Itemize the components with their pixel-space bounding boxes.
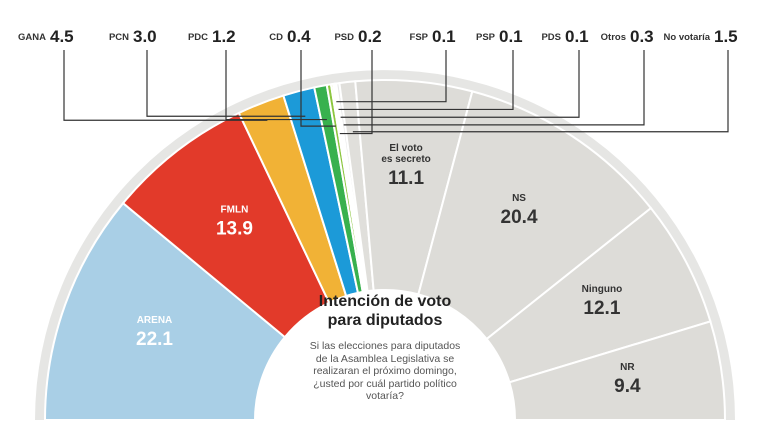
slice-label-value: 11.1 — [388, 168, 424, 189]
survey-question-line-5: votaría? — [366, 390, 404, 402]
legend-name-psp: PSP — [476, 32, 496, 43]
leader-line-cd — [300, 50, 336, 127]
leader-line-psp — [338, 50, 514, 111]
legend-name-no-votaria: No votaría — [664, 32, 711, 43]
legend-name-pdc: PDC — [188, 32, 208, 43]
slice-label-name: El voto — [389, 143, 422, 154]
slice-label-name: es secreto — [381, 154, 430, 165]
leader-line-no-votaria — [352, 50, 729, 133]
leader-lines — [63, 50, 729, 135]
legend-value-gana: 4.5 — [50, 27, 74, 46]
survey-question-line-3: realizaran el próximo domingo, — [313, 365, 457, 377]
survey-question-line-1: Si las elecciones para diputados — [309, 340, 461, 352]
legend-value-psp: 0.1 — [499, 27, 523, 46]
legend-value-pds: 0.1 — [565, 27, 589, 46]
legend-name-otros: Otros — [601, 32, 626, 43]
slice-label-name: Ninguno — [582, 284, 623, 295]
leader-line-otros — [343, 50, 645, 126]
slice-label-value: 9.4 — [614, 376, 641, 397]
chart-title-line-1: Intención de voto — [318, 293, 452, 310]
slice-label-name: FMLN — [221, 205, 249, 216]
leader-line-pcn — [146, 50, 306, 117]
survey-question-line-4: ¿usted por cuál partido político — [313, 377, 457, 390]
legend-name-gana: GANA — [18, 32, 46, 43]
slice-label-value: 13.9 — [216, 219, 253, 240]
legend-value-fsp: 0.1 — [432, 27, 456, 46]
slice-label-value: 20.4 — [501, 207, 538, 228]
chart-title: Intención de voto para diputados — [270, 292, 500, 330]
legend-name-pcn: PCN — [109, 32, 129, 43]
slice-label-value: 12.1 — [583, 298, 620, 319]
slice-label-name: NR — [620, 362, 635, 373]
legend-name-cd: CD — [269, 32, 283, 43]
survey-question-line-2: de la Asamblea Legislativa se — [315, 352, 455, 365]
legend-value-pcn: 3.0 — [133, 27, 157, 46]
legend-value-pdc: 1.2 — [212, 27, 236, 46]
legend-name-fsp: FSP — [410, 32, 429, 43]
legend-value-otros: 0.3 — [630, 27, 654, 46]
survey-question: Si las elecciones para diputados de la A… — [282, 340, 488, 403]
leader-line-pdc — [225, 50, 327, 121]
legend-name-psd: PSD — [334, 32, 354, 43]
legend-value-cd: 0.4 — [287, 27, 311, 46]
legend-name-pds: PDS — [541, 32, 561, 43]
chart-title-line-2: para diputados — [327, 312, 443, 329]
inner-hub — [255, 290, 515, 420]
leader-line-pds — [340, 50, 580, 118]
leader-line-gana — [63, 50, 268, 121]
leader-line-psd — [339, 50, 373, 135]
legend-value-psd: 0.2 — [358, 27, 382, 46]
slice-label-name: ARENA — [137, 315, 173, 326]
leader-line-fsp — [336, 50, 447, 103]
legend-value-no-votaria: 1.5 — [714, 27, 738, 46]
slice-label-name: NS — [512, 193, 526, 204]
slice-label-value: 22.1 — [136, 329, 173, 350]
